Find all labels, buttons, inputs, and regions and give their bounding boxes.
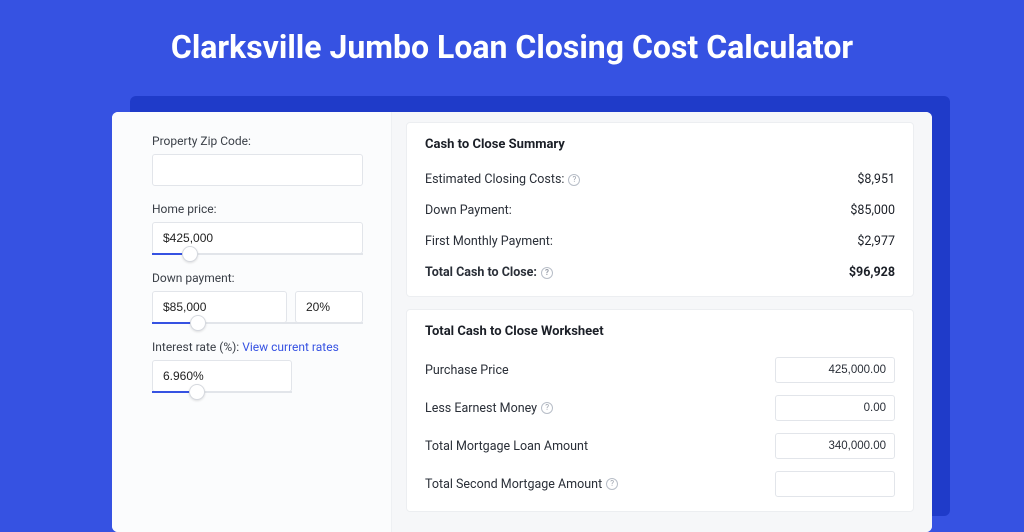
- interest-rate-field-group: Interest rate (%): View current rates: [152, 340, 363, 393]
- summary-heading: Cash to Close Summary: [425, 137, 895, 152]
- zip-field-group: Property Zip Code:: [152, 134, 363, 186]
- home-price-slider[interactable]: [152, 253, 363, 255]
- zip-input[interactable]: [152, 154, 363, 186]
- worksheet-input[interactable]: [775, 357, 895, 383]
- calculator-card: Property Zip Code: Home price: Down paym…: [112, 112, 932, 532]
- summary-panel: Cash to Close Summary Estimated Closing …: [406, 122, 914, 297]
- summary-total-label: Total Cash to Close:: [425, 265, 537, 280]
- summary-value: $8,951: [857, 172, 895, 187]
- down-payment-input[interactable]: [152, 291, 287, 323]
- down-payment-field-group: Down payment:: [152, 271, 363, 324]
- summary-value: $85,000: [850, 203, 895, 218]
- page-title: Clarksville Jumbo Loan Closing Cost Calc…: [0, 0, 1024, 86]
- summary-total-value: $96,928: [849, 265, 895, 280]
- worksheet-input[interactable]: [775, 433, 895, 459]
- summary-label: Estimated Closing Costs:: [425, 172, 564, 187]
- home-price-label: Home price:: [152, 202, 363, 216]
- summary-label: First Monthly Payment:: [425, 234, 553, 249]
- inputs-pane: Property Zip Code: Home price: Down paym…: [112, 112, 392, 532]
- interest-rate-label: Interest rate (%): View current rates: [152, 340, 363, 354]
- worksheet-label: Total Mortgage Loan Amount: [425, 439, 588, 454]
- interest-rate-input[interactable]: [152, 360, 292, 392]
- help-icon[interactable]: ?: [541, 267, 553, 279]
- zip-label: Property Zip Code:: [152, 134, 363, 148]
- worksheet-input[interactable]: [775, 471, 895, 497]
- interest-rate-slider[interactable]: [152, 391, 292, 393]
- interest-rate-slider-thumb[interactable]: [189, 384, 205, 400]
- worksheet-label: Less Earnest Money: [425, 401, 537, 416]
- summary-row: Down Payment: $85,000: [425, 195, 895, 226]
- results-pane: Cash to Close Summary Estimated Closing …: [392, 112, 932, 532]
- summary-row: First Monthly Payment: $2,977: [425, 226, 895, 257]
- worksheet-row: Total Mortgage Loan Amount: [425, 427, 895, 465]
- down-payment-slider-thumb[interactable]: [190, 315, 206, 331]
- worksheet-row: Less Earnest Money ?: [425, 389, 895, 427]
- down-payment-label: Down payment:: [152, 271, 363, 285]
- interest-rate-label-text: Interest rate (%):: [152, 340, 239, 354]
- down-payment-pct-input[interactable]: [295, 291, 363, 323]
- worksheet-label: Purchase Price: [425, 363, 509, 378]
- help-icon[interactable]: ?: [606, 478, 618, 490]
- worksheet-panel: Total Cash to Close Worksheet Purchase P…: [406, 309, 914, 512]
- view-rates-link[interactable]: View current rates: [242, 340, 339, 354]
- help-icon[interactable]: ?: [541, 402, 553, 414]
- home-price-field-group: Home price:: [152, 202, 363, 255]
- worksheet-row: Purchase Price: [425, 351, 895, 389]
- worksheet-heading: Total Cash to Close Worksheet: [425, 324, 895, 339]
- home-price-slider-thumb[interactable]: [182, 246, 198, 262]
- summary-total-row: Total Cash to Close: ? $96,928: [425, 257, 895, 288]
- down-payment-slider[interactable]: [152, 322, 363, 324]
- worksheet-label: Total Second Mortgage Amount: [425, 477, 602, 492]
- worksheet-input[interactable]: [775, 395, 895, 421]
- worksheet-row: Total Second Mortgage Amount ?: [425, 465, 895, 503]
- help-icon[interactable]: ?: [568, 174, 580, 186]
- summary-label: Down Payment:: [425, 203, 512, 218]
- summary-row: Estimated Closing Costs: ? $8,951: [425, 164, 895, 195]
- summary-value: $2,977: [857, 234, 895, 249]
